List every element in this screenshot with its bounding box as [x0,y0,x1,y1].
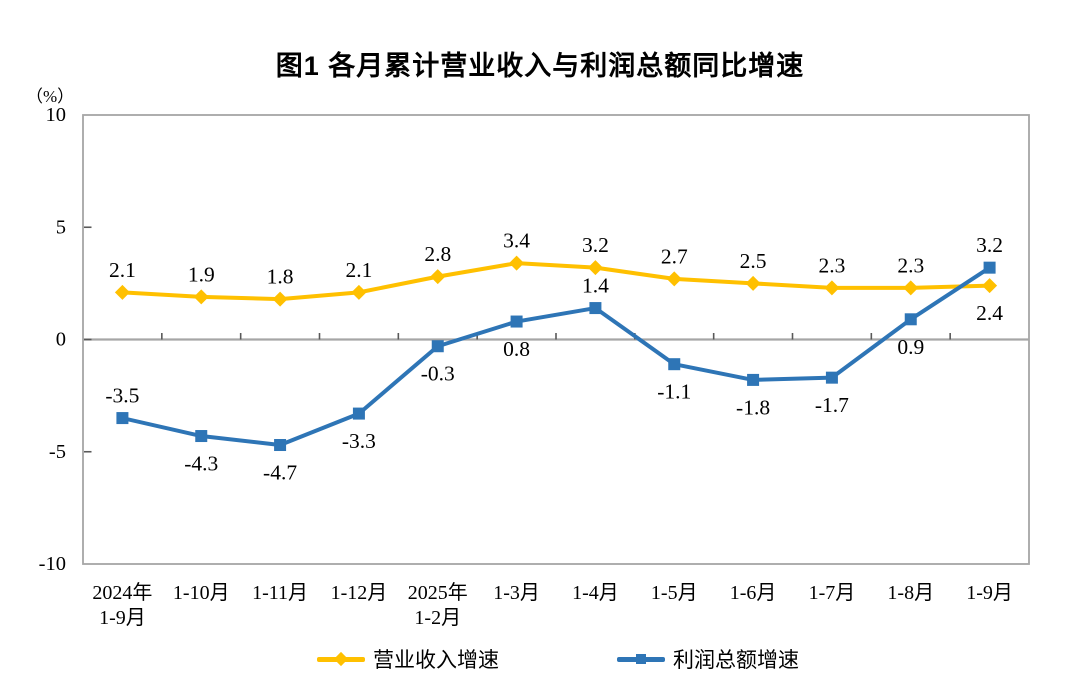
profit-data-label: 1.4 [582,274,609,298]
revenue-marker [114,284,130,300]
profit-marker [431,340,444,353]
profit-data-label: -3.5 [105,384,139,408]
y-axis-tick-label: 10 [46,104,67,126]
revenue-diamond-icon [333,651,349,667]
profit-series-line [120,265,992,448]
revenue-data-label: 2.7 [661,244,688,268]
y-axis-unit-label: （%） [26,87,75,106]
x-axis-label: 1-9月 [966,582,1013,604]
x-axis-label: 1-10月 [173,582,230,604]
legend-item-profit: 利润总额增速 [617,644,799,674]
revenue-marker [430,269,446,285]
revenue-data-label: 2.3 [897,253,924,277]
x-axis-label: 1-8月 [887,582,934,604]
profit-data-label: 3.2 [976,233,1003,257]
profit-marker [195,430,208,443]
x-axis-label: 1-5月 [651,582,698,604]
x-axis-label: 1-2月 [414,607,461,629]
revenue-marker [587,260,603,276]
revenue-marker [666,271,682,287]
profit-data-label: -1.1 [657,380,691,404]
profit-marker [983,261,996,274]
profit-data-label: 0.9 [897,335,924,359]
x-axis-label: 1-3月 [493,582,540,604]
x-axis-label: 1-7月 [809,582,856,604]
revenue-marker [745,275,761,291]
revenue-marker [903,280,919,296]
profit-square-icon [636,654,646,664]
revenue-data-label: 1.9 [188,262,215,286]
revenue-marker [824,280,840,296]
profit-marker [825,371,838,384]
chart-title: 图1 各月累计营业收入与利润总额同比增速 [275,51,805,81]
x-axis-label: 2024年 [92,581,152,604]
profit-marker [116,412,129,425]
revenue-data-label: 2.1 [345,258,372,282]
profit-marker [668,358,681,371]
x-axis-label: 1-9月 [99,607,146,629]
revenue-marker [509,255,525,271]
revenue-marker [193,289,209,305]
profit-data-label: -1.8 [736,395,770,419]
revenue-data-label: 2.4 [976,301,1003,325]
revenue-data-label: 1.8 [267,265,294,289]
y-axis-tick-label: -5 [49,441,66,463]
x-axis-label: 1-12月 [331,582,388,604]
profit-data-label: -3.3 [342,429,376,453]
profit-marker [904,313,917,326]
profit-data-label: -4.7 [263,461,297,485]
profit-data-label: -4.3 [184,452,218,476]
profit-marker [510,315,523,328]
legend-item-revenue: 营业收入增速 [317,644,499,674]
profit-marker [274,439,287,452]
revenue-marker [982,278,998,294]
profit-marker [747,373,760,386]
revenue-marker [272,291,288,307]
legend-label-revenue: 营业收入增速 [373,648,499,672]
revenue-data-label: 3.2 [582,233,609,257]
legend-label-profit: 利润总额增速 [673,648,799,672]
x-axis-label: 1-6月 [730,582,777,604]
revenue-data-label: 2.8 [424,242,451,266]
revenue-data-label: 3.4 [503,229,530,253]
revenue-series-line [120,261,992,302]
revenue-data-label: 2.5 [740,249,767,273]
profit-marker [352,407,365,420]
profit-data-label: 0.8 [503,337,530,361]
y-axis-tick-label: 5 [56,216,66,238]
revenue-data-label: 2.1 [109,258,136,282]
profit-marker [589,302,602,315]
legend: 营业收入增速 利润总额增速 [0,644,1080,674]
x-axis-label: 1-4月 [572,582,619,604]
y-axis-tick-label: -10 [39,553,66,575]
x-axis-label: 2025年 [408,581,468,604]
revenue-data-label: 2.3 [818,253,845,277]
profit-data-label: -0.3 [421,362,455,386]
revenue-marker [351,284,367,300]
y-axis-tick-label: 0 [56,329,66,351]
x-axis-label: 1-11月 [252,582,308,604]
profit-data-label: -1.7 [815,393,849,417]
revenue-legend-sample [317,651,365,667]
profit-legend-sample [617,652,665,666]
